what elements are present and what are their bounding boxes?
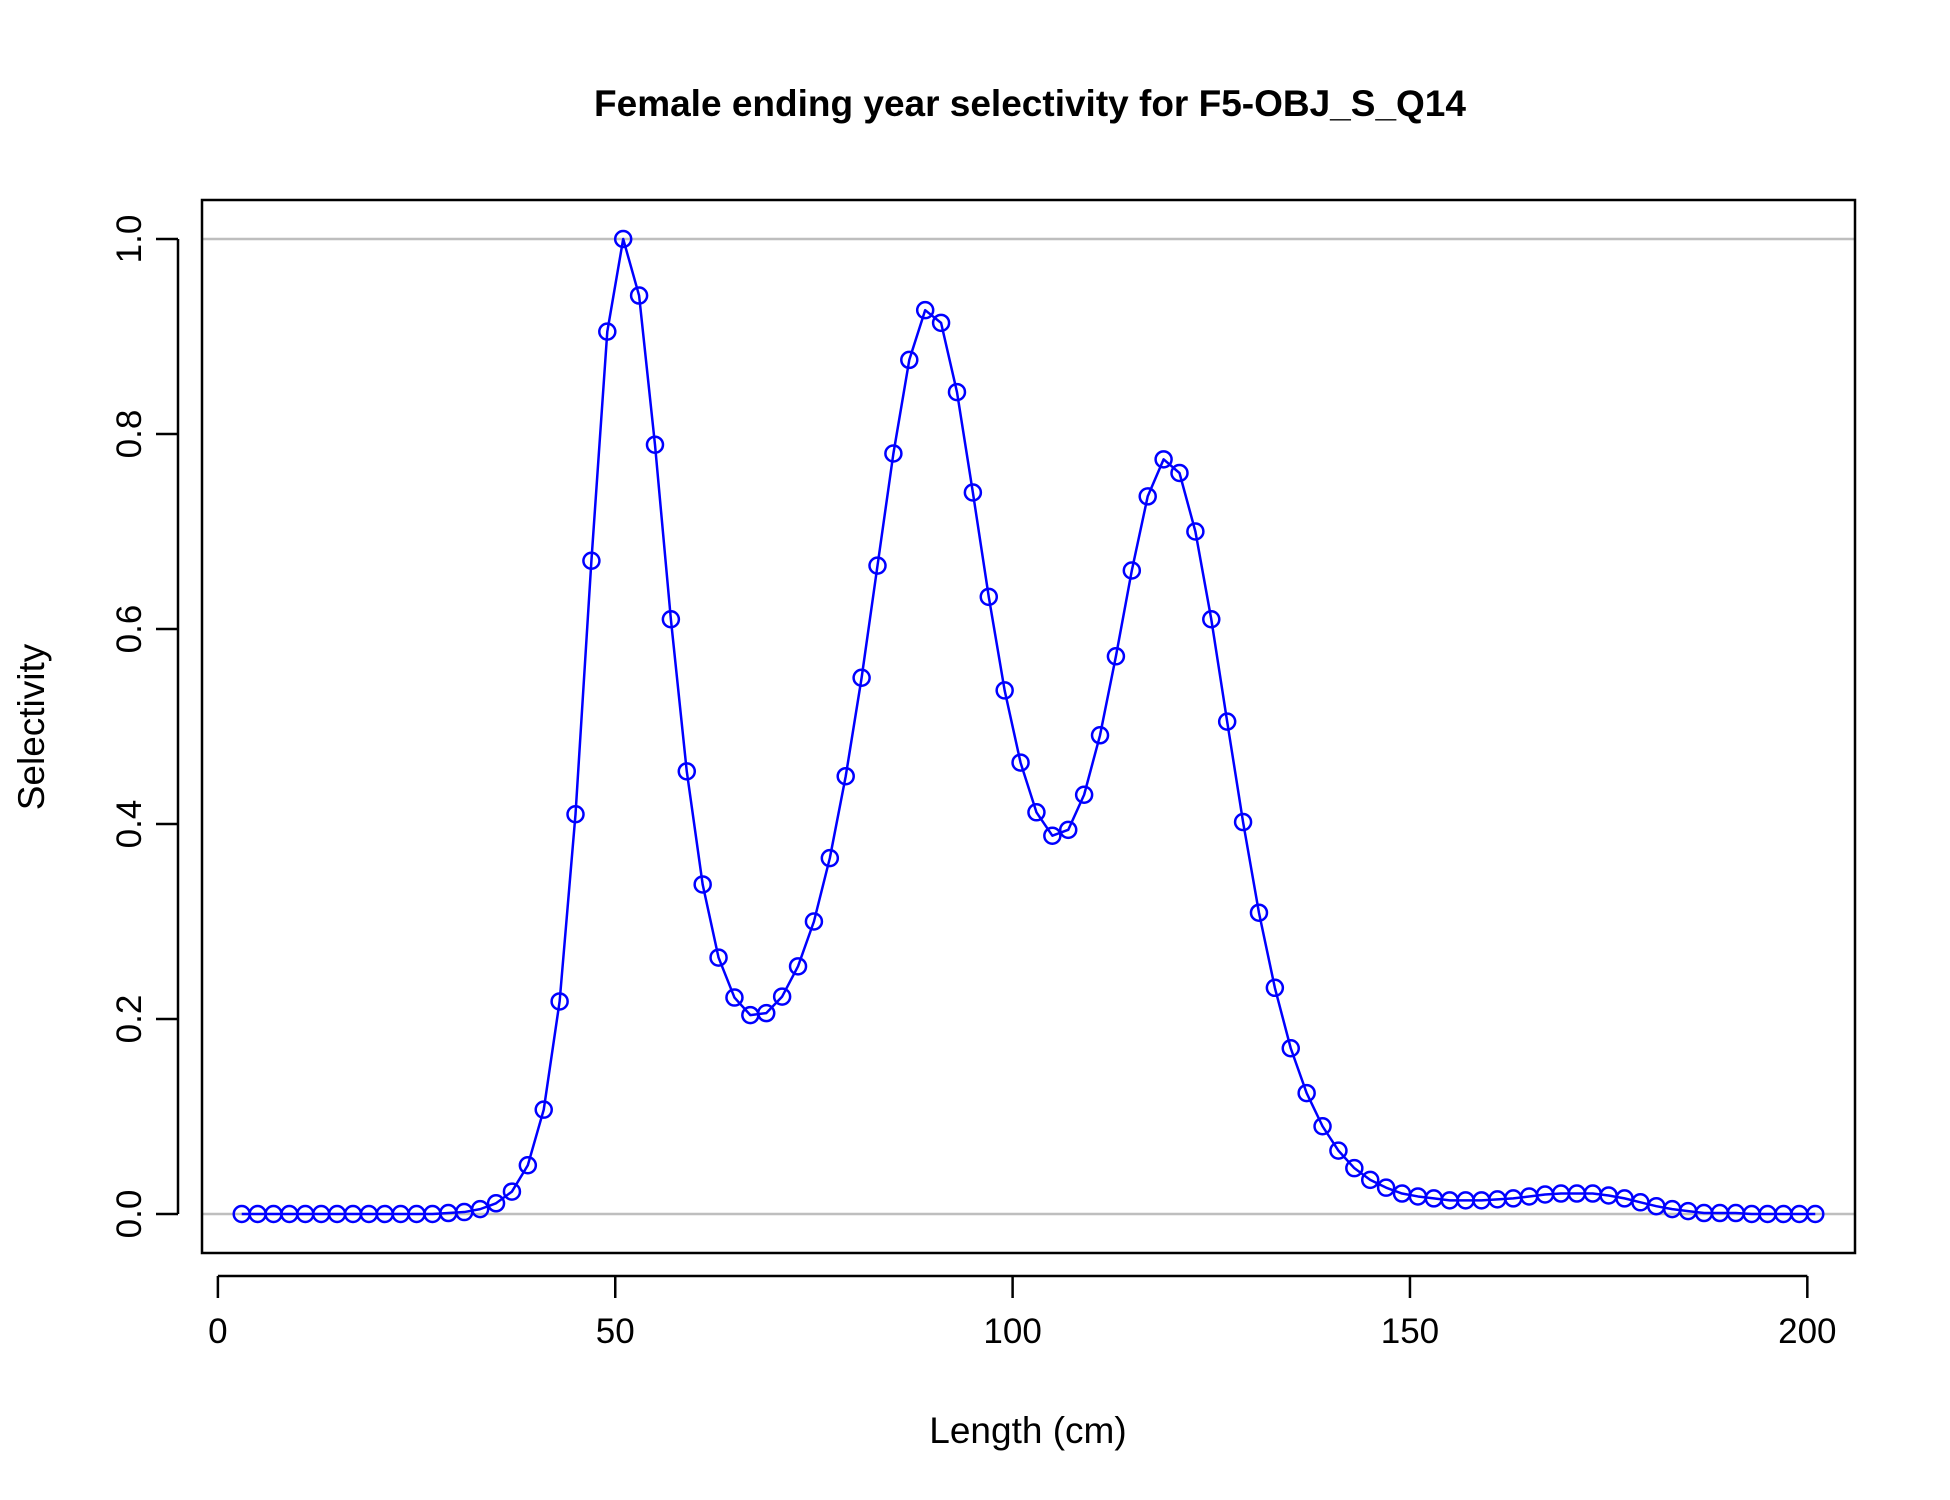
data-point bbox=[820, 848, 840, 868]
data-point bbox=[772, 987, 792, 1006]
reference-lines bbox=[202, 237, 1855, 1216]
data-point bbox=[550, 992, 569, 1011]
data-point bbox=[661, 610, 681, 629]
data-point bbox=[1281, 1039, 1301, 1058]
data-point bbox=[884, 444, 903, 463]
plot-frame bbox=[200, 198, 1857, 1255]
data-point bbox=[756, 1003, 776, 1023]
data-point bbox=[613, 229, 633, 249]
x-tick-label: 0 bbox=[208, 1312, 227, 1351]
series-line bbox=[241, 237, 1816, 1216]
data-point bbox=[1345, 1158, 1364, 1178]
data-point bbox=[868, 556, 887, 575]
data-point bbox=[804, 912, 824, 931]
data-point bbox=[836, 766, 855, 786]
data-point bbox=[518, 1156, 538, 1175]
y-tick-label: 0.6 bbox=[110, 605, 149, 654]
data-point bbox=[1154, 450, 1173, 469]
data-point bbox=[1170, 463, 1189, 483]
data-point bbox=[1313, 1117, 1332, 1136]
data-series bbox=[232, 229, 1825, 1224]
data-point bbox=[931, 313, 951, 333]
data-point bbox=[1297, 1083, 1316, 1103]
y-tick-label: 0.8 bbox=[110, 410, 149, 459]
data-point bbox=[534, 1100, 553, 1119]
data-point bbox=[645, 435, 665, 454]
data-point bbox=[915, 300, 935, 320]
data-point bbox=[995, 681, 1014, 700]
y-axis: 0.0 0.2 0.4 0.6 0.8 1.0 bbox=[110, 215, 180, 1239]
data-point bbox=[1329, 1141, 1348, 1160]
data-point bbox=[1138, 487, 1157, 506]
y-tick-label: 0.0 bbox=[110, 1190, 149, 1239]
data-point bbox=[1011, 753, 1030, 772]
data-point bbox=[852, 668, 871, 687]
data-point bbox=[1122, 561, 1142, 580]
data-point bbox=[1217, 712, 1237, 731]
data-point bbox=[1202, 610, 1221, 629]
data-point bbox=[725, 988, 744, 1007]
x-tick-label: 50 bbox=[596, 1312, 635, 1351]
data-point bbox=[947, 382, 967, 402]
x-tick-label: 100 bbox=[983, 1312, 1041, 1351]
data-point bbox=[1806, 1204, 1825, 1224]
y-tick-label: 1.0 bbox=[110, 215, 149, 264]
x-tick-label: 200 bbox=[1778, 1312, 1836, 1351]
data-point bbox=[1058, 820, 1078, 840]
data-point bbox=[629, 286, 649, 305]
data-point bbox=[582, 551, 601, 570]
x-axis: 0 50 100 150 200 bbox=[208, 1274, 1837, 1351]
data-point bbox=[1233, 812, 1253, 832]
data-point bbox=[486, 1194, 506, 1213]
x-axis-title: Length (cm) bbox=[929, 1410, 1126, 1451]
data-point bbox=[1249, 903, 1269, 922]
data-point bbox=[1043, 826, 1062, 845]
data-point bbox=[963, 483, 983, 502]
data-point bbox=[709, 948, 728, 967]
data-point bbox=[677, 762, 697, 781]
x-tick-label: 150 bbox=[1381, 1312, 1439, 1351]
data-point bbox=[1106, 647, 1126, 666]
y-tick-label: 0.4 bbox=[110, 800, 149, 849]
data-point bbox=[1265, 978, 1285, 998]
data-point bbox=[566, 805, 585, 824]
data-point bbox=[502, 1182, 522, 1201]
data-point bbox=[979, 587, 999, 607]
data-point bbox=[598, 322, 617, 341]
data-point bbox=[1027, 803, 1046, 822]
chart-title: Female ending year selectivity for F5-OB… bbox=[594, 83, 1466, 124]
data-point bbox=[1360, 1170, 1380, 1190]
data-point bbox=[900, 350, 919, 370]
data-point bbox=[470, 1199, 490, 1219]
data-point bbox=[1090, 726, 1110, 745]
data-point bbox=[1186, 522, 1205, 541]
y-axis-title: Selectivity bbox=[11, 643, 52, 810]
data-point bbox=[788, 957, 808, 976]
data-point bbox=[693, 875, 712, 894]
data-point bbox=[1376, 1178, 1396, 1197]
data-point bbox=[1074, 785, 1094, 804]
y-tick-label: 0.2 bbox=[110, 995, 149, 1044]
